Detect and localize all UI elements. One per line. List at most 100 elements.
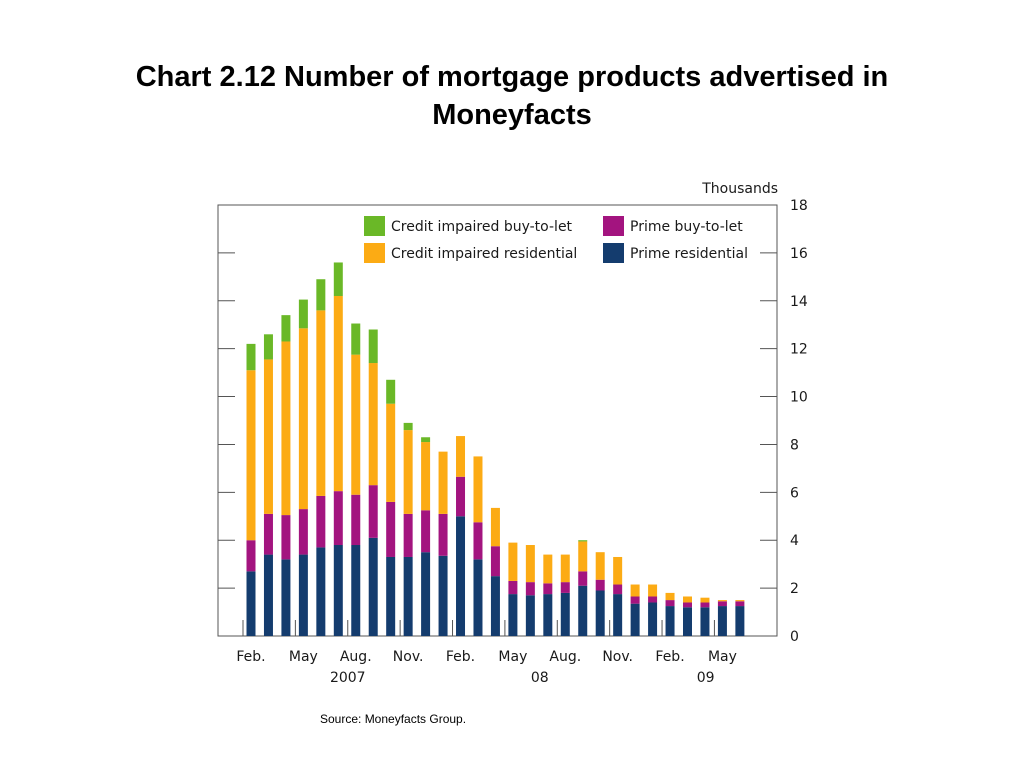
bar-segment-ci-residential-8 bbox=[386, 403, 396, 502]
bar-segment-ci-residential-23 bbox=[648, 584, 658, 597]
x-year-label: 08 bbox=[531, 670, 549, 686]
bar-segment-ci-residential-16 bbox=[525, 545, 535, 583]
bar-segment-prime-btl-1 bbox=[263, 513, 273, 555]
bar-segment-ci-btl-9 bbox=[403, 422, 413, 431]
bar-segment-ci-residential-15 bbox=[508, 542, 518, 581]
bar-segment-prime-btl-7 bbox=[368, 485, 378, 538]
legend-swatch-ci-btl bbox=[364, 216, 385, 236]
bar-segment-prime-btl-20 bbox=[595, 579, 605, 591]
bar-segment-prime-residential-24 bbox=[665, 606, 675, 636]
bar-segment-prime-btl-11 bbox=[438, 513, 448, 556]
bar-segment-prime-btl-10 bbox=[421, 510, 431, 553]
legend-label: Prime buy-to-let bbox=[630, 219, 743, 235]
bar-segment-prime-btl-24 bbox=[665, 600, 675, 607]
bar-segment-ci-residential-13 bbox=[473, 456, 483, 523]
y-tick-label: 0 bbox=[790, 629, 799, 645]
bar-segment-ci-btl-5 bbox=[333, 262, 343, 296]
bar-segment-prime-residential-28 bbox=[735, 606, 745, 636]
bar-segment-prime-residential-9 bbox=[403, 556, 413, 636]
source-note: Source: Moneyfacts Group. bbox=[320, 712, 467, 726]
bar-segment-prime-residential-1 bbox=[263, 554, 273, 636]
bar-segment-ci-residential-19 bbox=[578, 541, 588, 572]
bar-segment-ci-btl-4 bbox=[316, 279, 326, 311]
bar-segment-prime-btl-21 bbox=[613, 584, 623, 595]
legend: Credit impaired buy-to-let Prime buy-to-l… bbox=[364, 216, 748, 263]
bar-segment-ci-residential-24 bbox=[665, 592, 675, 601]
bar-segment-prime-btl-25 bbox=[683, 602, 692, 608]
bar-segment-prime-residential-20 bbox=[595, 590, 605, 636]
bar-segment-ci-residential-4 bbox=[316, 310, 326, 496]
x-year-label: 2007 bbox=[330, 670, 366, 686]
bar-segment-prime-residential-6 bbox=[351, 545, 361, 636]
y-tick-label: 2 bbox=[790, 581, 799, 597]
y-axis: 0 2 4 6 8 10 12 14 16 18 bbox=[218, 198, 808, 645]
bar-segment-ci-residential-18 bbox=[560, 554, 570, 583]
bar-segment-prime-residential-3 bbox=[298, 554, 308, 636]
bar-segment-ci-btl-3 bbox=[298, 299, 308, 329]
bar-segment-ci-residential-28 bbox=[735, 600, 745, 602]
bar-segment-prime-btl-17 bbox=[543, 583, 553, 595]
bar-segment-ci-btl-2 bbox=[281, 315, 291, 342]
bar-segment-ci-residential-27 bbox=[717, 600, 727, 602]
bar-segment-prime-btl-4 bbox=[316, 495, 326, 548]
bar-segment-prime-residential-2 bbox=[281, 559, 291, 636]
bar-segment-prime-btl-5 bbox=[333, 491, 343, 546]
bar-segment-ci-residential-1 bbox=[263, 359, 273, 514]
legend-swatch-ci-residential bbox=[364, 243, 385, 263]
bar-segment-ci-residential-11 bbox=[438, 451, 448, 514]
bar-segment-prime-btl-0 bbox=[246, 540, 256, 572]
bar-segment-ci-residential-21 bbox=[613, 556, 623, 585]
x-tick-label: Aug. bbox=[549, 649, 581, 665]
y-tick-label: 10 bbox=[790, 390, 808, 406]
bar-segment-ci-btl-7 bbox=[368, 329, 378, 364]
x-year-label: 09 bbox=[697, 670, 715, 686]
bar-segment-prime-residential-26 bbox=[700, 607, 710, 636]
y-tick-label: 8 bbox=[790, 437, 799, 453]
bar-segment-ci-residential-9 bbox=[403, 430, 413, 514]
bar-segment-prime-btl-27 bbox=[717, 601, 727, 607]
bar-segment-prime-btl-19 bbox=[578, 571, 588, 586]
bar-segment-ci-residential-6 bbox=[351, 354, 361, 495]
bar-segment-ci-residential-12 bbox=[456, 436, 466, 477]
bar-segment-ci-btl-10 bbox=[421, 437, 431, 443]
bar-segment-prime-residential-4 bbox=[316, 547, 326, 636]
bar-segment-prime-btl-12 bbox=[456, 476, 466, 517]
x-tick-label: May bbox=[708, 649, 737, 665]
bar-segment-prime-residential-27 bbox=[717, 606, 727, 636]
x-tick-label: May bbox=[289, 649, 318, 665]
bar-segment-ci-residential-26 bbox=[700, 597, 710, 603]
bar-segment-prime-residential-22 bbox=[630, 603, 640, 636]
y-tick-label: 12 bbox=[790, 342, 808, 358]
bar-segment-prime-residential-17 bbox=[543, 594, 553, 636]
bar-segment-prime-btl-15 bbox=[508, 580, 518, 595]
bar-segment-prime-btl-13 bbox=[473, 522, 483, 560]
y-tick-label: 6 bbox=[790, 485, 799, 501]
bar-segment-prime-residential-14 bbox=[490, 576, 500, 636]
legend-swatch-prime-btl bbox=[603, 216, 624, 236]
bar-segment-prime-residential-12 bbox=[456, 516, 466, 636]
bar-segment-ci-btl-6 bbox=[351, 323, 361, 355]
x-tick-label: Feb. bbox=[236, 649, 265, 665]
bar-segment-prime-btl-18 bbox=[560, 582, 570, 593]
legend-swatch-prime-residential bbox=[603, 243, 624, 263]
bar-segment-prime-btl-26 bbox=[700, 602, 710, 608]
bar-segment-ci-residential-14 bbox=[490, 507, 500, 547]
bar-segment-prime-btl-6 bbox=[351, 494, 361, 546]
bar-segment-prime-btl-2 bbox=[281, 515, 291, 560]
bar-segment-ci-residential-2 bbox=[281, 341, 291, 516]
bar-segment-ci-residential-20 bbox=[595, 552, 605, 580]
bar-segment-ci-residential-10 bbox=[421, 442, 431, 511]
bar-segment-ci-btl-0 bbox=[246, 343, 256, 371]
bar-segment-prime-residential-16 bbox=[525, 595, 535, 636]
bar-segment-prime-btl-28 bbox=[735, 601, 745, 607]
y-tick-label: 18 bbox=[790, 198, 808, 214]
bar-segment-prime-residential-7 bbox=[368, 537, 378, 636]
bar-segment-prime-btl-9 bbox=[403, 513, 413, 557]
bar-segment-ci-btl-1 bbox=[263, 334, 273, 360]
legend-label: Credit impaired residential bbox=[391, 246, 577, 262]
legend-label: Prime residential bbox=[630, 246, 748, 262]
bar-segment-prime-btl-16 bbox=[525, 582, 535, 596]
bars bbox=[246, 262, 745, 636]
bar-segment-ci-btl-19 bbox=[578, 540, 588, 542]
